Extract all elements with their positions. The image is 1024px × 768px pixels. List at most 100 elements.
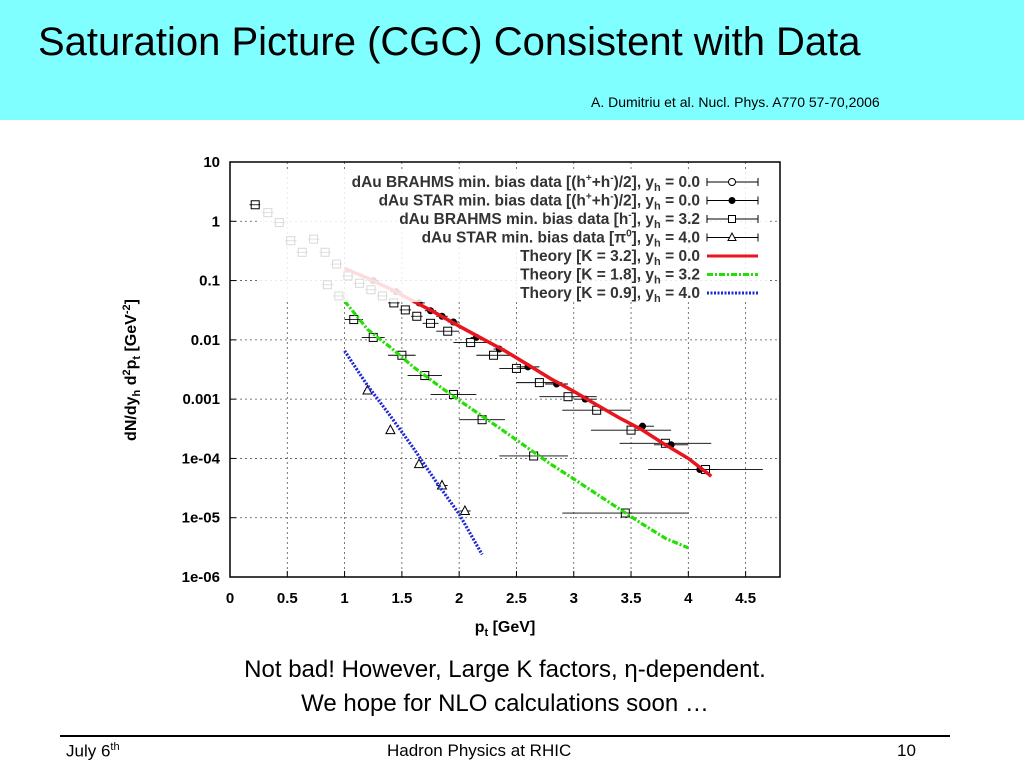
legend-label-part: = 4.0 [661,285,700,302]
legend-label-part: Theory [K = 3.2], y [520,248,654,265]
legend-label-part: Theory [K = 0.9], y [520,285,654,302]
legend-label-part: h [654,201,661,213]
legend-label-part: )/2], y [614,174,655,191]
y-axis-ticks: 10 1 0.1 0.01 0.001 1e-04 1e-05 1e-06 [182,154,236,586]
y-tick-label: 1e-05 [182,510,220,527]
marker-triangle [385,424,396,435]
data-point [476,350,511,360]
x-tick-label: 4 [684,590,693,607]
y-tick-label: 10 [203,154,220,171]
data-point [436,479,448,490]
data-point [249,200,261,210]
x-tick-label: 0.5 [277,590,298,607]
legend-marker-triangle [727,231,737,241]
y-tick-label: 1 [212,213,220,230]
data-point [453,338,488,348]
x-axis-ticks: 0 0.5 1 1.5 2 2.5 3 3.5 4 4.5 [226,571,756,607]
legend-marker-dot [728,197,736,204]
legend-label-part: dAu STAR min. bias data [π [422,230,627,247]
x-tick-label: 2 [455,590,463,607]
y-tick-label: 1e-04 [182,450,221,467]
footer-date: July 6th [66,741,120,762]
legend-label-part: h [654,182,661,194]
data-point [411,311,423,321]
data-point [590,425,672,435]
legend-label: Theory [K = 1.8], yh = 3.2 [520,267,700,287]
legend-label-part: h [654,219,661,231]
footer-title: Hadron Physics at RHIC [387,741,572,760]
legend-label-part: = 3.2 [661,267,700,284]
legend-label-part: +h [592,193,611,210]
data-point [399,305,412,315]
legend-label: Theory [K = 3.2], yh = 0.0 [520,248,700,268]
data-point [344,315,363,325]
x-tick-label: 2.5 [506,590,527,607]
y-axis-label: dN/dyh d2pt [GeV-2] [121,299,143,441]
x-tick-label: 1.5 [391,590,412,607]
y-tick-label: 1e-06 [182,569,220,586]
x-tick-label: 4.5 [735,590,756,607]
x-tick-label: 1 [340,590,348,607]
marker-triangle [413,458,425,469]
slide-number: 10 [897,741,916,760]
slide-title: Saturation Picture (CGC) Consistent with… [38,20,861,64]
legend-label-part: - [610,192,613,203]
y-tick-label: 0.1 [199,273,220,290]
marker-triangle [459,504,471,515]
legend-label-part: dAu BRAHMS min. bias data [h [399,211,628,228]
legend-label-part: h [654,275,661,287]
legend-label-part: dAu STAR min. bias data [(h [379,193,586,210]
data-point [562,405,632,415]
footer-date-text: July 6 [66,741,111,761]
legend-label: dAu BRAHMS min. bias data [h-], yh = 3.2 [399,210,700,231]
x-tick-label: 3 [570,590,578,607]
legend-label-part: +h [592,174,611,191]
legend-label-part: h [654,293,661,305]
footer-date-suffix: th [110,741,120,753]
data-point [413,458,425,469]
legend-label-part: h [654,256,661,268]
legend-label: dAu STAR min. bias data [(h++h-)/2], yh … [379,192,700,213]
legend-label-part: = 0.0 [661,174,700,191]
plot-frame [229,161,781,578]
legend-marker-square [728,215,736,223]
legend-label-part: Theory [K = 1.8], y [520,267,654,284]
legend-label-part: = 4.0 [661,230,700,247]
legend-label-part: )/2], y [614,193,655,210]
citation: A. Dumitriu et al. Nucl. Phys. A770 57-7… [591,94,880,110]
legend-label: Theory [K = 0.9], yh = 4.0 [520,285,700,305]
theory-curve-blue [343,350,484,556]
x-tick-label: 3.5 [621,590,642,607]
legend-label-part: + [586,173,592,184]
legend-background [260,170,770,302]
legend-label-part: h [654,238,661,250]
title-bar [0,0,1024,120]
legend-marker-circle [728,178,736,186]
legend-label-part: = 0.0 [661,248,700,265]
y-tick-label: 0.001 [182,391,220,408]
legend-label-part: - [628,210,631,221]
data-point [459,504,471,515]
data-point [385,424,396,435]
legend-label-part: - [610,173,613,184]
legend-label-part: dAu BRAHMS min. bias data [(h [352,174,586,191]
data-point [436,326,460,336]
legend-label-part: = 0.0 [661,193,700,210]
legend-label-part: ], y [632,211,655,228]
x-tick-label: 0 [226,590,234,607]
legend-label-part: = 3.2 [661,211,700,228]
caption-line-2: We hope for NLO calculations soon … [301,690,709,717]
y-tick-label: 0.01 [191,332,220,349]
data-point [422,318,439,328]
caption-line-1: Not bad! However, Large K factors, η-dep… [244,656,766,683]
legend-label: dAu BRAHMS min. bias data [(h++h-)/2], y… [352,173,700,194]
legend-label: dAu STAR min. bias data [π0], yh = 4.0 [422,229,700,250]
footer-divider [60,735,950,737]
chart: 0 0.5 1 1.5 2 2.5 3 3.5 4 4.5 10 1 0.1 0.01 0.001 1e-0… [121,154,781,639]
chart-legend: dAu BRAHMS min. bias data [(h++h-)/2], y… [260,170,770,305]
legend-label-part: ], y [632,230,655,247]
legend-label-part: + [586,192,592,203]
theory-curve-green [343,300,689,550]
x-axis-label: pt [GeV] [475,619,536,639]
legend-label-part: 0 [626,229,632,240]
